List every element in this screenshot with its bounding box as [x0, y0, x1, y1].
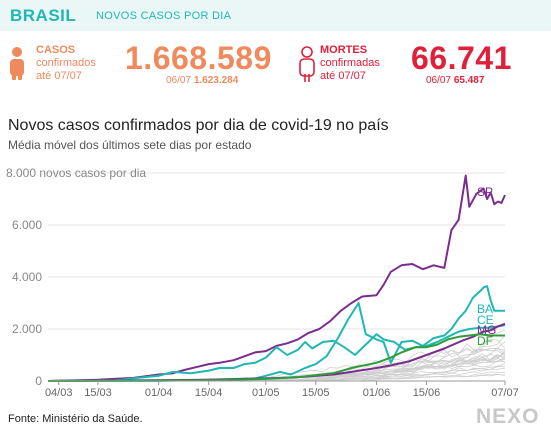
- series-line-ba: [48, 285, 505, 382]
- x-tick-label: 15/05: [302, 387, 330, 399]
- series-line-sp: [47, 174, 506, 382]
- y-tick-label: 4.000: [12, 270, 42, 284]
- source-note: Fonte: Ministério da Saúde.: [8, 413, 143, 425]
- cases-label-line3: até 07/07: [36, 70, 82, 82]
- x-tick-label: 15/03: [84, 387, 112, 399]
- cases-label: CASOS confirmados até 07/07: [36, 44, 96, 83]
- nexo-logo: NEXO: [476, 405, 540, 428]
- brand-label: BRASIL: [10, 6, 77, 25]
- section-subtitle: NOVOS CASOS POR DIA: [96, 10, 232, 22]
- top-bar: BRASIL NOVOS CASOS POR DIA: [0, 0, 551, 31]
- cases-prev-total: 1.623.284: [193, 75, 239, 86]
- cases-previous: 06/07 1.623.284: [166, 75, 238, 86]
- deaths-label: MORTES confirmadas até 07/07: [320, 44, 380, 83]
- cases-prev-date: 06/07: [166, 75, 192, 86]
- deaths-label-line3: até 07/07: [320, 70, 366, 82]
- series-line-ce: [47, 324, 506, 382]
- series-label-df: DF: [477, 334, 493, 348]
- deaths-total: 66.741: [411, 40, 512, 76]
- deaths-label-line1: MORTES: [320, 44, 368, 56]
- chart-subtitle: Média móvel dos últimos sete dias por es…: [8, 138, 252, 152]
- deaths-prev-date: 06/07: [426, 75, 452, 86]
- series-line-df: [47, 333, 505, 382]
- series-label-ba: BA: [477, 302, 493, 316]
- chart-title: Novos casos confirmados por dia de covid…: [8, 117, 389, 134]
- cases-label-line2: confirmados: [36, 57, 96, 69]
- x-tick-label: 01/06: [363, 387, 391, 399]
- cases-label-line1: CASOS: [36, 44, 76, 56]
- x-tick-label: 01/05: [252, 387, 280, 399]
- deaths-prev-total: 65.487: [453, 75, 485, 86]
- series-label-sp: SP: [477, 185, 493, 199]
- x-tick-label: 04/03: [45, 387, 73, 399]
- y-tick-label: 6.000: [12, 218, 42, 232]
- deaths-previous: 06/07 65.487: [426, 75, 484, 86]
- y-tick-label: 2.000: [12, 322, 42, 336]
- deaths-label-line2: confirmadas: [320, 57, 380, 69]
- x-tick-label: 15/04: [195, 387, 223, 399]
- series-label-ce: CE: [477, 313, 494, 327]
- y-axis-title: 8.000 novos casos por dia: [6, 166, 146, 180]
- x-tick-label: 15/06: [413, 387, 441, 399]
- y-tick-label: 0: [35, 374, 42, 388]
- x-tick-label: 07/07: [491, 387, 519, 399]
- x-tick-label: 01/04: [145, 387, 173, 399]
- cases-total: 1.668.589: [125, 40, 272, 76]
